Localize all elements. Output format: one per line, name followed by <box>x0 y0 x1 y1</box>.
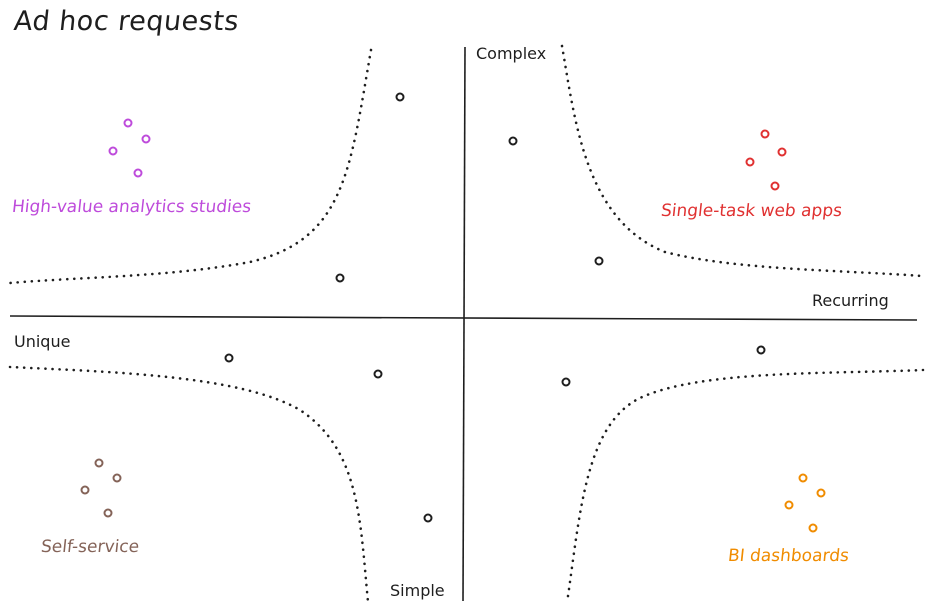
horizontal-axis <box>9 315 918 321</box>
sample-dot <box>395 92 405 102</box>
cluster-dot <box>760 129 770 139</box>
sample-dot <box>561 377 571 387</box>
boundary-bottom-left <box>8 365 370 604</box>
quadrant-label-bottom-right: BI dashboards <box>726 546 850 566</box>
axis-label-left: Unique <box>14 332 71 351</box>
quadrant-label-top-left: High-value analytics studies <box>10 197 253 217</box>
cluster-dot <box>94 458 104 468</box>
boundary-top-right <box>560 44 924 278</box>
axis-label-right: Recurring <box>812 291 889 310</box>
cluster-dot <box>141 134 151 144</box>
sample-dot <box>335 273 345 283</box>
cluster-dot <box>816 488 826 498</box>
cluster-dot <box>745 157 755 167</box>
diagram-title: Ad hoc requests <box>12 6 241 37</box>
sample-dot <box>224 353 234 363</box>
cluster-top-right <box>745 129 787 191</box>
sample-dot <box>594 256 604 266</box>
cluster-top-left <box>108 118 151 178</box>
cluster-dot <box>808 523 818 533</box>
cluster-dot <box>112 473 122 483</box>
sample-dot <box>756 345 766 355</box>
sample-dot <box>508 136 518 146</box>
cluster-dot <box>80 485 90 495</box>
vertical-axis <box>462 46 466 602</box>
cluster-dot <box>123 118 133 128</box>
sample-dot <box>423 513 433 523</box>
axis-label-top: Complex <box>476 44 547 63</box>
axis-label-bottom: Simple <box>390 581 445 600</box>
cluster-dot <box>770 181 780 191</box>
boundary-bottom-right <box>565 368 925 605</box>
sample-dot <box>373 369 383 379</box>
cluster-dot <box>798 473 808 483</box>
boundary-top-left <box>8 48 373 285</box>
cluster-dot <box>103 508 113 518</box>
cluster-dot <box>784 500 794 510</box>
quadrant-label-top-right: Single-task web apps <box>659 201 844 221</box>
cluster-dot <box>133 168 143 178</box>
quadrant-label-bottom-left: Self-service <box>39 537 141 557</box>
cluster-dot <box>108 146 118 156</box>
cluster-dot <box>777 147 787 157</box>
cluster-bottom-left <box>80 458 122 518</box>
cluster-bottom-right <box>784 473 826 533</box>
